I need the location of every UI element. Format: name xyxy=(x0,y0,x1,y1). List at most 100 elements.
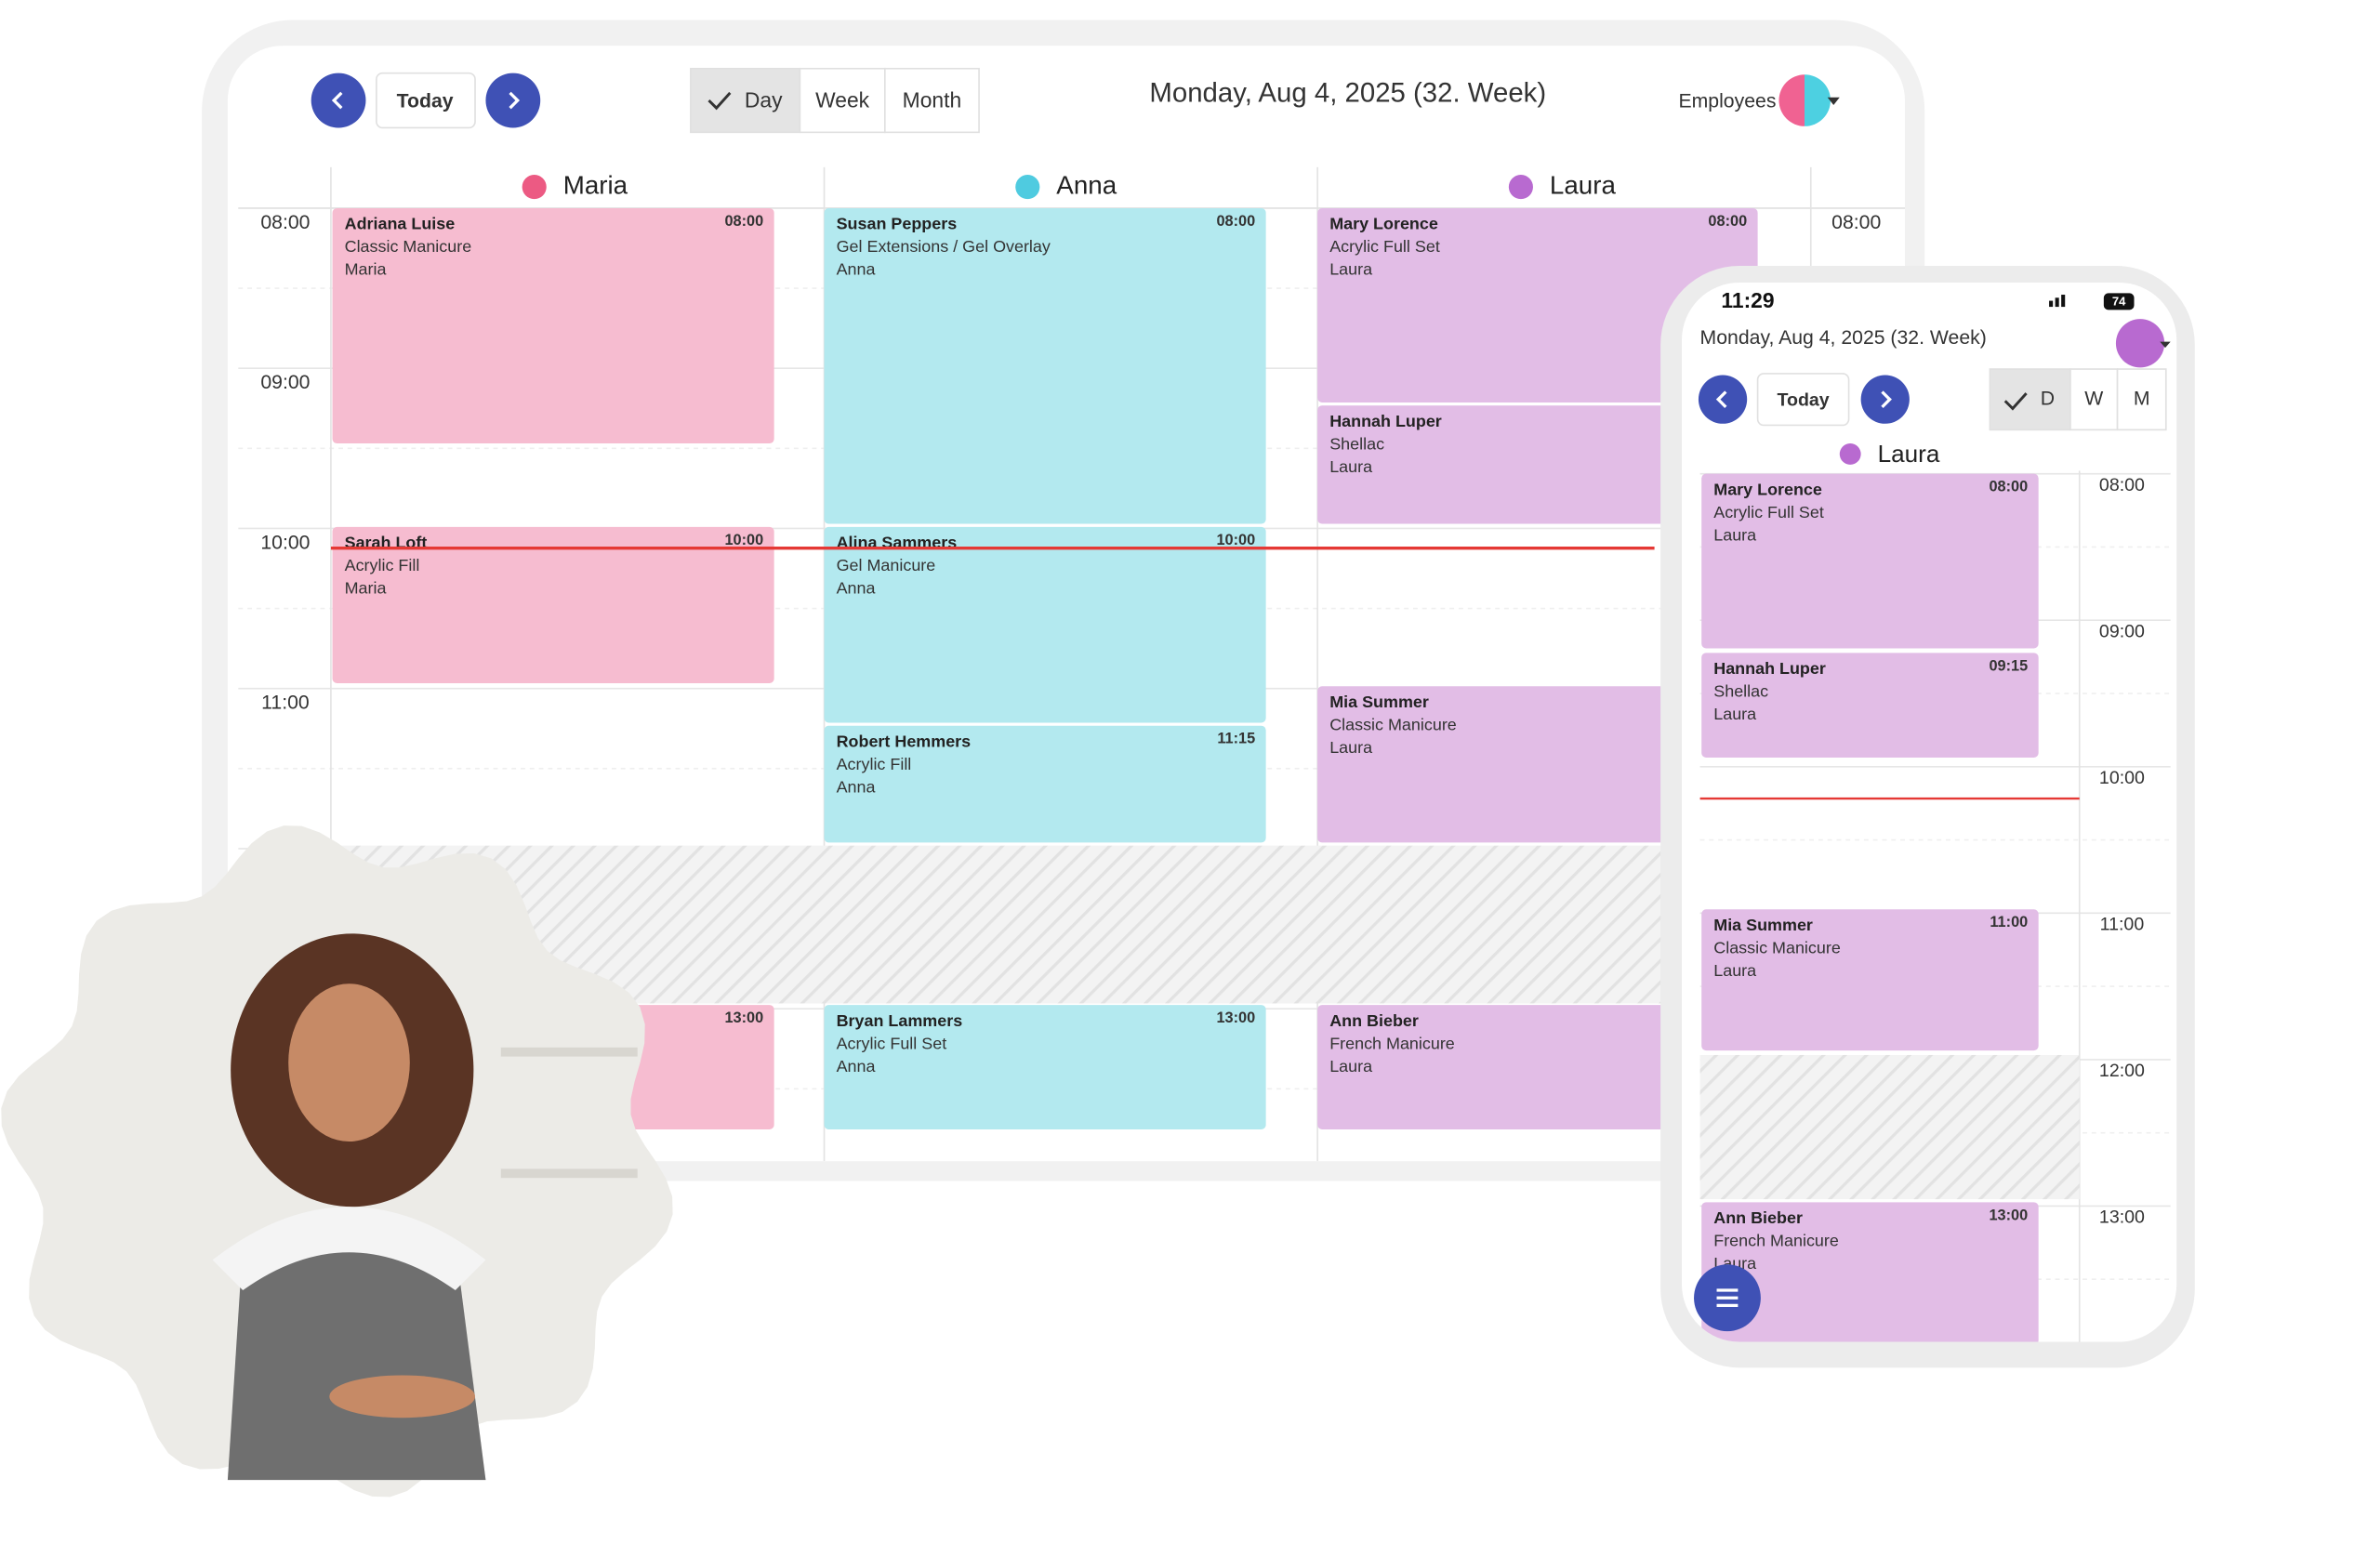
client-name: Hannah Luper xyxy=(1713,659,1826,678)
employee-name: Maria xyxy=(345,260,387,279)
employee-name: Laura xyxy=(1329,260,1372,279)
service-name: Shellac xyxy=(1713,682,1768,701)
service-name: Acrylic Full Set xyxy=(1713,503,1824,521)
chevron-icon xyxy=(1881,390,1892,409)
tablet: Today Day Week Month Monday, Aug 4, 2025 (32… xyxy=(202,20,1925,1181)
dropdown-icon xyxy=(2160,341,2171,349)
time-label: 08:00 xyxy=(260,212,310,233)
view-button[interactable] xyxy=(799,67,886,134)
employee-name: Laura xyxy=(1329,457,1372,476)
appointment[interactable] xyxy=(1317,686,1758,843)
phone: 11:29 74 Monday, Aug 4, 2025 (32. Week) Tod… xyxy=(1660,266,2195,1368)
employee-dot xyxy=(1508,175,1533,200)
appointment[interactable] xyxy=(1701,1202,2039,1344)
appointment[interactable] xyxy=(1317,1005,1758,1129)
appointment[interactable] xyxy=(824,526,1266,723)
client-name: Ann Bieber xyxy=(1329,1011,1419,1030)
break-area xyxy=(1699,1054,2080,1200)
appointment-time: 09:15 xyxy=(1989,657,2028,674)
phone-calendar: 11:29 74 Monday, Aug 4, 2025 (32. Week) Tod… xyxy=(1694,288,2171,1344)
employee-column-name: Maria xyxy=(563,170,628,199)
appointment[interactable] xyxy=(1317,207,1758,402)
next-button[interactable] xyxy=(1860,375,1910,424)
tablet-calendar: Today Day Week Month Monday, Aug 4, 2025 (32… xyxy=(238,67,1905,1162)
employee-avatar[interactable] xyxy=(2115,319,2165,368)
appointment[interactable] xyxy=(1701,653,2039,758)
date-label: Monday, Aug 4, 2025 (32. Week) xyxy=(1149,77,1546,108)
prev-button[interactable] xyxy=(1698,375,1748,424)
today-button[interactable] xyxy=(1756,373,1850,427)
battery-level: 74 xyxy=(2112,295,2126,309)
employee-dot xyxy=(1015,175,1040,200)
appointment[interactable] xyxy=(824,207,1266,524)
employees-label: Employees xyxy=(1678,90,1776,112)
appointment-time: 08:00 xyxy=(1216,213,1255,230)
shelf xyxy=(500,1047,638,1057)
appointment[interactable] xyxy=(1701,909,2039,1051)
service-name: Gel Manicure xyxy=(837,556,936,574)
employee-name: Anna xyxy=(837,260,876,279)
signal-bar xyxy=(2061,295,2066,308)
appointment-time: 10:00 xyxy=(1216,532,1255,548)
prev-button[interactable] xyxy=(311,73,366,128)
appointment-time: 08:00 xyxy=(724,213,763,230)
time-label: 13:00 xyxy=(2099,1207,2145,1228)
appointment[interactable] xyxy=(1317,405,1758,524)
appointment-time: 13:00 xyxy=(1216,1010,1255,1026)
time-label: 08:00 xyxy=(2099,475,2145,495)
appointment[interactable] xyxy=(824,1005,1266,1129)
view-button[interactable] xyxy=(1989,368,2071,431)
photo xyxy=(1,825,673,1498)
signal-bar xyxy=(2049,300,2054,308)
employee-name: Laura xyxy=(1329,1057,1372,1076)
signal-bar xyxy=(2055,297,2059,308)
chevron-icon xyxy=(509,91,521,110)
service-name: Gel Extensions / Gel Overlay xyxy=(837,237,1051,256)
view-button[interactable] xyxy=(2116,368,2167,431)
appointment-time: 13:00 xyxy=(1989,1207,2028,1223)
view-label: Day xyxy=(745,88,783,112)
employee-dot xyxy=(1839,443,1861,465)
view-button[interactable] xyxy=(884,67,980,134)
employee-column-name: Laura xyxy=(1550,170,1617,199)
time-label: 11:00 xyxy=(261,693,310,714)
service-name: Acrylic Full Set xyxy=(1329,237,1440,256)
appointment-time: 08:00 xyxy=(1708,213,1747,230)
service-name: Classic Manicure xyxy=(1713,938,1841,957)
time-label: 08:00 xyxy=(1831,212,1881,233)
date-label: Monday, Aug 4, 2025 (32. Week) xyxy=(1700,327,1987,349)
appointment-time: 13:00 xyxy=(724,1010,763,1026)
time-label: 09:00 xyxy=(260,372,310,393)
employees-avatar[interactable] xyxy=(1778,74,1831,126)
service-name: French Manicure xyxy=(1713,1232,1839,1250)
employee-name: Laura xyxy=(1713,961,1756,980)
check-icon xyxy=(707,91,732,111)
view-label: Week xyxy=(815,88,870,112)
time-label: 10:00 xyxy=(260,532,310,553)
appointment[interactable] xyxy=(332,526,774,683)
service-name: Acrylic Fill xyxy=(345,556,420,574)
appointment-time: 08:00 xyxy=(1989,479,2028,495)
service-name: French Manicure xyxy=(1329,1034,1455,1052)
grid-header-bg xyxy=(238,166,1905,208)
employee-column-name: Anna xyxy=(1056,170,1117,199)
appointment[interactable] xyxy=(332,207,774,444)
view-button[interactable] xyxy=(2069,368,2119,431)
employee-name: Anna xyxy=(837,777,876,796)
appointment[interactable] xyxy=(1701,473,2039,649)
employee-name: Maria xyxy=(345,578,387,597)
employee-name: Anna xyxy=(837,578,876,597)
next-button[interactable] xyxy=(485,73,541,128)
client-name: Ann Bieber xyxy=(1713,1208,1803,1227)
today-label: Today xyxy=(397,90,454,112)
appointment[interactable] xyxy=(824,725,1266,843)
service-name: Acrylic Full Set xyxy=(837,1034,947,1052)
today-button[interactable] xyxy=(376,72,476,129)
chevron-icon xyxy=(331,91,343,110)
view-label: Month xyxy=(903,88,961,112)
employee-name: Laura xyxy=(1329,738,1372,757)
shelf xyxy=(500,1168,638,1179)
appointment-time: 11:00 xyxy=(1990,914,2028,930)
